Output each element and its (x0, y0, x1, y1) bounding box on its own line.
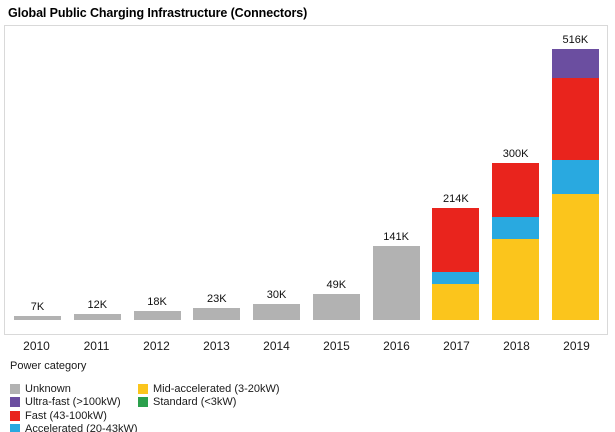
bar-total-label: 18K (147, 296, 167, 308)
legend-swatch (138, 397, 148, 408)
plot-area: 7K 12K 18K 23K 30K 49K 141K 214K 300K 516K (4, 25, 608, 335)
legend-label: Ultra-fast (>100kW) (25, 396, 121, 409)
legend-columns: Unknown Ultra-fast (>100kW) Fast (43-100kW… (10, 382, 280, 432)
bar-column: 516K (551, 34, 599, 320)
bar-segment (551, 194, 599, 320)
legend-item: Fast (43-100kW) (10, 409, 138, 423)
legend-column: Mid-accelerated (3-20kW) Standard (<3kW) (138, 382, 280, 409)
legend-label: Standard (<3kW) (153, 396, 237, 409)
legend-label: Mid-accelerated (3-20kW) (153, 382, 280, 395)
bar-stack (193, 308, 241, 320)
x-tick-label: 2012 (143, 339, 170, 353)
legend-item: Accelerated (20-43kW) (10, 423, 138, 432)
bar-column: 214K (432, 193, 480, 320)
bar-segment (432, 208, 480, 272)
x-axis: 2010 2011 2012 2013 2014 2015 2016 2017 2018 2019 (13, 339, 600, 353)
legend-title: Power category (10, 360, 87, 372)
bar-segment (432, 272, 480, 284)
bar-segment (372, 246, 420, 320)
bar-stack (372, 246, 420, 320)
bar-segment (492, 163, 540, 217)
bar-stack (551, 49, 599, 320)
legend-column: Unknown Ultra-fast (>100kW) Fast (43-100kW… (10, 382, 138, 432)
x-tick-label: 2010 (23, 339, 50, 353)
bar-stack (312, 294, 360, 320)
legend-swatch (10, 397, 20, 408)
bar-total-label: 12K (87, 299, 108, 311)
bar-stack (492, 163, 540, 320)
bar-column: 7K (14, 301, 61, 320)
bar-total-label: 300K (502, 148, 529, 160)
legend-item: Mid-accelerated (3-20kW) (138, 382, 280, 396)
legend-swatch (10, 383, 20, 394)
bar-column: 30K (253, 289, 301, 320)
x-tick-label: 2019 (563, 339, 590, 353)
bar-column: 300K (492, 148, 540, 320)
bar-stack (133, 311, 181, 320)
bar-total-label: 30K (266, 289, 287, 301)
bar-segment (432, 284, 480, 320)
bar-segment (312, 294, 360, 320)
bar-column: 49K (312, 279, 360, 320)
legend-label: Unknown (25, 382, 71, 395)
x-tick-label: 2015 (323, 339, 350, 353)
legend-label: Accelerated (20-43kW) (25, 423, 138, 432)
bar-segment (73, 314, 121, 320)
bar-segment (551, 78, 599, 160)
bar-column: 141K (372, 231, 420, 320)
bar-total-label: 214K (443, 193, 469, 205)
bar-segment (253, 304, 301, 320)
bar-column: 18K (133, 296, 181, 320)
bar-stack (432, 208, 480, 320)
legend-item: Ultra-fast (>100kW) (10, 396, 138, 410)
x-tick-label: 2011 (83, 339, 110, 353)
bar-segment (551, 160, 599, 194)
legend-item: Unknown (10, 382, 138, 396)
bar-stack (14, 316, 61, 320)
bar-segment (492, 239, 540, 320)
x-tick-label: 2017 (443, 339, 470, 353)
bar-total-label: 7K (30, 301, 45, 313)
bar-total-label: 516K (562, 34, 589, 46)
x-tick-label: 2018 (503, 339, 530, 353)
bar-segment (193, 308, 241, 320)
bar-column: 23K (193, 293, 241, 320)
bar-total-label: 49K (326, 279, 347, 291)
bar-segment (133, 311, 181, 320)
bar-stack (253, 304, 301, 320)
bar-column: 12K (73, 299, 121, 320)
legend-swatch (10, 410, 20, 421)
bar-total-label: 23K (207, 293, 227, 305)
bar-segment (551, 49, 599, 78)
bars-area: 7K 12K 18K 23K 30K 49K 141K 214K 300K 516K (14, 34, 599, 320)
bar-segment (492, 217, 540, 239)
bar-stack (73, 314, 121, 320)
legend-item: Standard (<3kW) (138, 396, 280, 410)
legend-swatch (138, 383, 148, 394)
legend-swatch (10, 424, 20, 432)
chart-title: Global Public Charging Infrastructure (C… (8, 6, 308, 20)
x-tick-label: 2016 (383, 339, 410, 353)
x-tick-label: 2014 (263, 339, 290, 353)
bar-total-label: 141K (383, 231, 409, 243)
bar-segment (14, 316, 61, 320)
legend: Power category Unknown Ultra-fast (>100kW… (10, 360, 280, 432)
legend-label: Fast (43-100kW) (25, 409, 107, 422)
x-tick-label: 2013 (203, 339, 230, 353)
